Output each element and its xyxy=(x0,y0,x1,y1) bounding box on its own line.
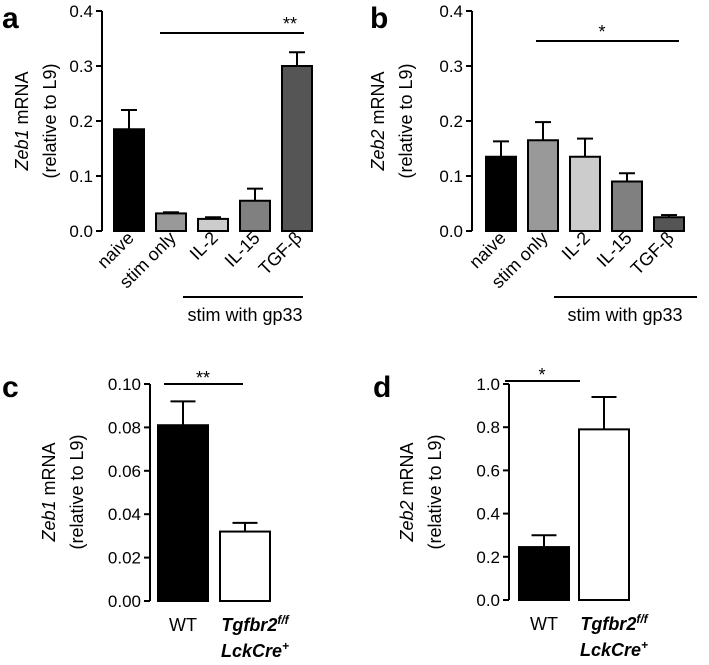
panel-b: b 0.0 0.1 0.2 0.3 0.4 Zeb2 mRNA (relative to L9… xyxy=(368,2,697,325)
y-tick-label: 0.2 xyxy=(439,112,463,131)
y-tick-label: 0.2 xyxy=(69,112,93,131)
bar xyxy=(197,217,229,232)
bar xyxy=(653,216,685,232)
y-axis-label-gene: Zeb2 xyxy=(397,500,417,542)
y-axis-label: Zeb1 mRNA xyxy=(39,442,59,542)
y-axis-label: Zeb2 mRNA xyxy=(368,71,388,171)
significance-marker: ** xyxy=(196,368,210,388)
panel-c: c 0.00 0.02 0.04 0.06 0.08 0.10 Zeb1 mRNA (relat… xyxy=(2,368,290,661)
x-tick-label: TGF-β xyxy=(255,228,306,279)
x-tick-label-cre-sup: + xyxy=(641,638,648,652)
bar xyxy=(281,65,313,232)
panel-d: d 0.0 0.2 0.4 0.6 0.8 1.0 Zeb2 mRNA (relative to… xyxy=(373,365,649,660)
y-axis-label-line2: (relative to L9) xyxy=(396,63,416,178)
significance-marker: * xyxy=(598,22,605,42)
bar xyxy=(239,199,271,232)
panel-label: c xyxy=(2,371,19,404)
y-tick-label: 0.8 xyxy=(476,418,500,437)
bar xyxy=(157,424,209,603)
y-tick-label: 0.10 xyxy=(108,375,141,394)
y-tick-label: 0.3 xyxy=(69,57,93,76)
bar xyxy=(569,155,601,232)
y-tick-label: 0.06 xyxy=(108,462,141,481)
panel-label: a xyxy=(2,2,19,35)
y-tick-label: 0.08 xyxy=(108,418,141,437)
x-tick-label-line2: LckCre+ xyxy=(221,639,289,661)
significance-marker: ** xyxy=(283,14,297,34)
x-tick-label: IL-2 xyxy=(558,228,594,264)
y-tick-label: 0.1 xyxy=(439,167,463,186)
group-label: stim with gp33 xyxy=(187,305,302,325)
y-axis-label-line2: (relative to L9) xyxy=(67,434,87,549)
significance-marker: * xyxy=(538,365,545,385)
bar xyxy=(527,139,559,232)
y-axis-label-gene: Zeb2 xyxy=(368,129,388,171)
y-axis-label-line2: (relative to L9) xyxy=(40,63,60,178)
x-tick-label: TGF-β xyxy=(627,228,678,279)
bar xyxy=(155,212,187,232)
bar xyxy=(578,428,630,601)
y-axis-label-unit: mRNA xyxy=(12,71,32,129)
y-tick-label: 0.2 xyxy=(476,548,500,567)
group-label: stim with gp33 xyxy=(567,305,682,325)
y-tick-label: 0.0 xyxy=(476,591,500,610)
x-tick-label: Tgfbr2f/f xyxy=(580,612,648,634)
x-tick-label-cre: LckCre xyxy=(580,640,641,660)
panel-label: b xyxy=(370,2,388,35)
bar xyxy=(113,128,145,232)
x-tick-label-cre-sup: + xyxy=(282,639,289,653)
y-tick-label: 0.4 xyxy=(69,2,93,21)
x-tick-label-line2: LckCre+ xyxy=(580,638,648,660)
bar xyxy=(611,180,643,232)
x-tick-label-sup: f/f xyxy=(277,613,289,627)
y-axis-label-gene: Zeb1 xyxy=(12,129,32,171)
y-axis-label: Zeb1 mRNA xyxy=(12,71,32,171)
y-axis-label: Zeb2 mRNA xyxy=(397,442,417,542)
y-tick-label: 0.00 xyxy=(108,592,141,611)
x-tick-label: Tgfbr2f/f xyxy=(221,613,289,635)
y-tick-label: 0.1 xyxy=(69,167,93,186)
x-tick-label: WT xyxy=(530,614,558,634)
y-tick-label: 0.02 xyxy=(108,549,141,568)
x-tick-label: IL-2 xyxy=(186,228,222,264)
y-tick-label: 0.4 xyxy=(476,505,500,524)
y-tick-label: 0.3 xyxy=(439,57,463,76)
panel-a: a 0.0 0.1 0.2 0.3 0.4 Zeb1 mRNA (relative to L9… xyxy=(2,2,313,325)
bar xyxy=(518,546,570,602)
y-axis-label-unit: mRNA xyxy=(368,71,388,129)
x-tick-label-sup: f/f xyxy=(636,612,648,626)
x-tick-label-cre: LckCre xyxy=(221,641,282,661)
y-axis-label-gene: Zeb1 xyxy=(39,500,59,542)
bar xyxy=(219,530,271,602)
x-tick-label-gene: Tgfbr2 xyxy=(580,614,636,634)
x-tick-label: WT xyxy=(169,615,197,635)
bar xyxy=(485,155,517,232)
y-tick-label: 1.0 xyxy=(476,375,500,394)
y-tick-label: 0.4 xyxy=(439,2,463,21)
y-tick-label: 0.6 xyxy=(476,461,500,480)
y-axis-label-unit: mRNA xyxy=(39,442,59,500)
y-tick-label: 0.04 xyxy=(108,505,141,524)
panel-label: d xyxy=(373,371,391,404)
y-tick-label: 0.0 xyxy=(439,222,463,241)
y-axis-label-line2: (relative to L9) xyxy=(425,434,445,549)
y-tick-label: 0.0 xyxy=(69,222,93,241)
y-axis-label-unit: mRNA xyxy=(397,442,417,500)
x-tick-label-gene: Tgfbr2 xyxy=(221,615,277,635)
